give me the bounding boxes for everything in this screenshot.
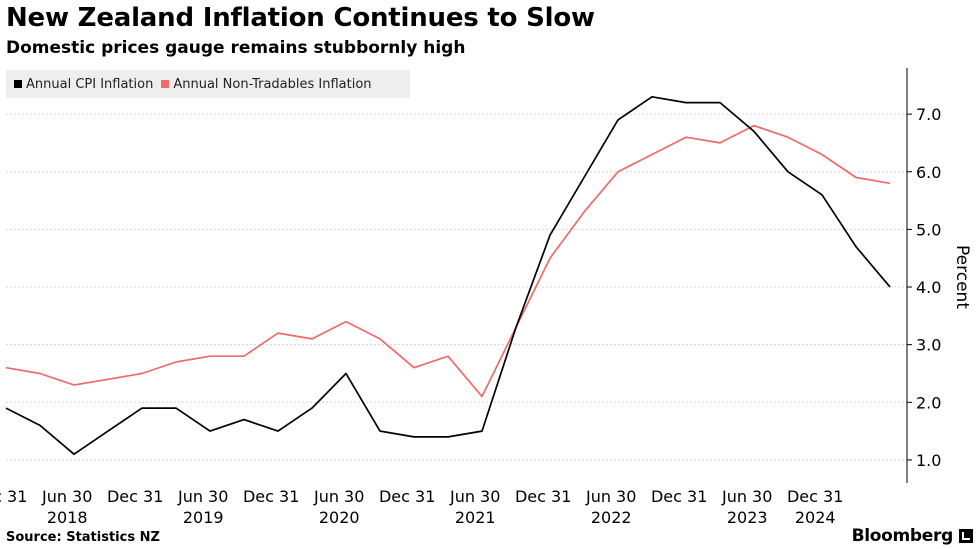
legend-label-non-tradables: Annual Non-Tradables Inflation bbox=[173, 76, 372, 92]
x-tick-label: Dec 31 bbox=[107, 487, 163, 506]
x-tick-label: Dec 31 bbox=[379, 487, 435, 506]
legend-swatch-cpi bbox=[14, 80, 22, 88]
chart-legend: Annual CPI Inflation Annual Non-Tradable… bbox=[6, 70, 410, 98]
legend-label-cpi: Annual CPI Inflation bbox=[26, 76, 154, 92]
series-line-non-tradables bbox=[5, 124, 891, 398]
x-year-label: 2021 bbox=[455, 508, 496, 527]
brand-mark-icon bbox=[959, 529, 973, 543]
x-tick-label: Jun 30 bbox=[41, 487, 92, 506]
brand-logo: Bloomberg bbox=[852, 526, 973, 546]
series-lines bbox=[5, 95, 891, 456]
x-tick-label: Dec 31 bbox=[651, 487, 707, 506]
y-tick-label: 3.0 bbox=[916, 336, 941, 355]
x-tick-label: Dec 31 bbox=[243, 487, 299, 506]
x-axis: Dec 31 Jun 30 2018 Dec 31 Jun 30 2019 Dec 31 Ju… bbox=[0, 487, 843, 527]
legend-item-cpi: Annual CPI Inflation bbox=[14, 77, 153, 92]
x-tick-label: Jun 30 bbox=[177, 487, 228, 506]
x-tick-label: Dec 31 bbox=[787, 487, 843, 506]
y-axis-label: Percent bbox=[952, 245, 972, 309]
x-tick-label: Dec 31 bbox=[515, 487, 571, 506]
series-line-cpi bbox=[5, 95, 891, 456]
y-tick-label: 5.0 bbox=[916, 220, 941, 239]
y-tick-label: 6.0 bbox=[916, 163, 941, 182]
x-year-label: 2019 bbox=[183, 508, 224, 527]
x-tick-label: Jun 30 bbox=[721, 487, 772, 506]
brand-name: Bloomberg bbox=[851, 526, 954, 546]
legend-item-non-tradables: Annual Non-Tradables Inflation bbox=[161, 76, 372, 92]
x-year-label: 2018 bbox=[47, 508, 88, 527]
x-year-label: 2024 bbox=[795, 508, 836, 527]
x-tick-label: Jun 30 bbox=[585, 487, 636, 506]
y-tick-label: 4.0 bbox=[916, 278, 941, 297]
y-tick-label: 1.0 bbox=[916, 451, 941, 470]
legend-swatch-non-tradables bbox=[161, 80, 170, 88]
y-tick-label: 7.0 bbox=[916, 105, 941, 124]
x-tick-label: Jun 30 bbox=[313, 487, 364, 506]
x-year-label: 2020 bbox=[319, 508, 360, 527]
x-year-label: 2023 bbox=[727, 508, 768, 527]
y-tick-label: 2.0 bbox=[916, 393, 941, 412]
chart-title: New Zealand Inflation Continues to Slow bbox=[6, 3, 595, 33]
x-year-label: 2022 bbox=[591, 508, 632, 527]
chart-subtitle: Domestic prices gauge remains stubbornly… bbox=[6, 38, 466, 58]
x-tick-label: Dec 31 bbox=[0, 487, 27, 506]
x-tick-label: Jun 30 bbox=[449, 487, 500, 506]
source-note: Source: Statistics NZ bbox=[6, 530, 160, 545]
y-axis: 1.0 2.0 3.0 4.0 5.0 6.0 7.0 bbox=[906, 68, 941, 483]
